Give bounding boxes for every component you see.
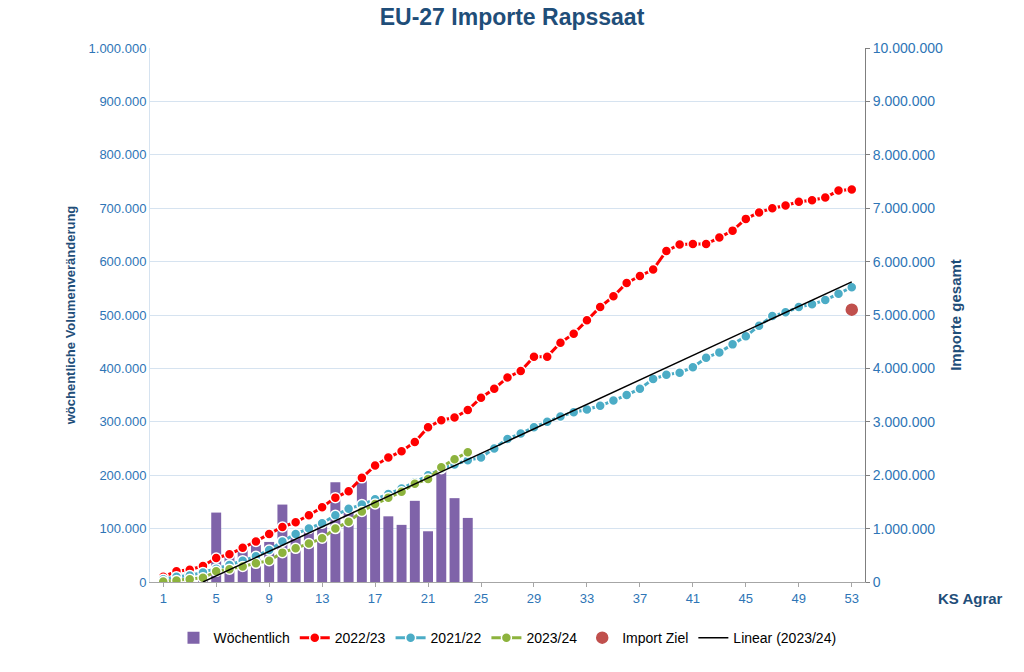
svg-text:41: 41: [686, 591, 700, 606]
svg-text:200.000: 200.000: [99, 468, 146, 483]
svg-text:53: 53: [845, 591, 859, 606]
svg-text:4.000.000: 4.000.000: [873, 360, 935, 376]
svg-text:500.000: 500.000: [99, 308, 146, 323]
svg-text:Import Ziel: Import Ziel: [622, 630, 688, 646]
svg-text:Importe gesamt: Importe gesamt: [947, 259, 964, 371]
svg-text:0: 0: [139, 575, 146, 590]
svg-text:1.000.000: 1.000.000: [873, 521, 935, 537]
svg-text:17: 17: [368, 591, 382, 606]
svg-text:Linear (2023/24): Linear (2023/24): [733, 630, 836, 646]
svg-text:6.000.000: 6.000.000: [873, 254, 935, 270]
svg-text:2.000.000: 2.000.000: [873, 467, 935, 483]
svg-text:0: 0: [873, 574, 881, 590]
svg-text:7.000.000: 7.000.000: [873, 200, 935, 216]
svg-text:100.000: 100.000: [99, 521, 146, 536]
svg-text:Wöchentlich: Wöchentlich: [214, 630, 290, 646]
svg-text:49: 49: [792, 591, 806, 606]
svg-text:29: 29: [527, 591, 541, 606]
svg-text:9.000.000: 9.000.000: [873, 93, 935, 109]
svg-text:800.000: 800.000: [99, 147, 146, 162]
svg-text:1: 1: [160, 591, 167, 606]
svg-text:700.000: 700.000: [99, 201, 146, 216]
svg-text:1.000.000: 1.000.000: [89, 41, 147, 56]
svg-text:33: 33: [580, 591, 594, 606]
svg-text:10.000.000: 10.000.000: [873, 40, 943, 56]
svg-text:KS Agrar: KS Agrar: [938, 590, 1003, 607]
svg-text:wöchentliche Volumenveränderun: wöchentliche Volumenveränderung: [63, 206, 78, 426]
svg-text:600.000: 600.000: [99, 254, 146, 269]
svg-text:2023/24: 2023/24: [526, 630, 577, 646]
svg-text:300.000: 300.000: [99, 414, 146, 429]
svg-text:8.000.000: 8.000.000: [873, 147, 935, 163]
svg-text:EU-27 Importe Rapssaat: EU-27 Importe Rapssaat: [380, 4, 645, 30]
svg-text:5: 5: [213, 591, 220, 606]
svg-text:21: 21: [421, 591, 435, 606]
svg-text:3.000.000: 3.000.000: [873, 414, 935, 430]
svg-text:13: 13: [315, 591, 329, 606]
svg-text:900.000: 900.000: [99, 94, 146, 109]
svg-text:9: 9: [266, 591, 273, 606]
svg-text:45: 45: [739, 591, 753, 606]
svg-text:2022/23: 2022/23: [335, 630, 386, 646]
svg-text:25: 25: [474, 591, 488, 606]
svg-text:37: 37: [633, 591, 647, 606]
svg-text:5.000.000: 5.000.000: [873, 307, 935, 323]
svg-text:400.000: 400.000: [99, 361, 146, 376]
svg-text:2021/22: 2021/22: [431, 630, 482, 646]
